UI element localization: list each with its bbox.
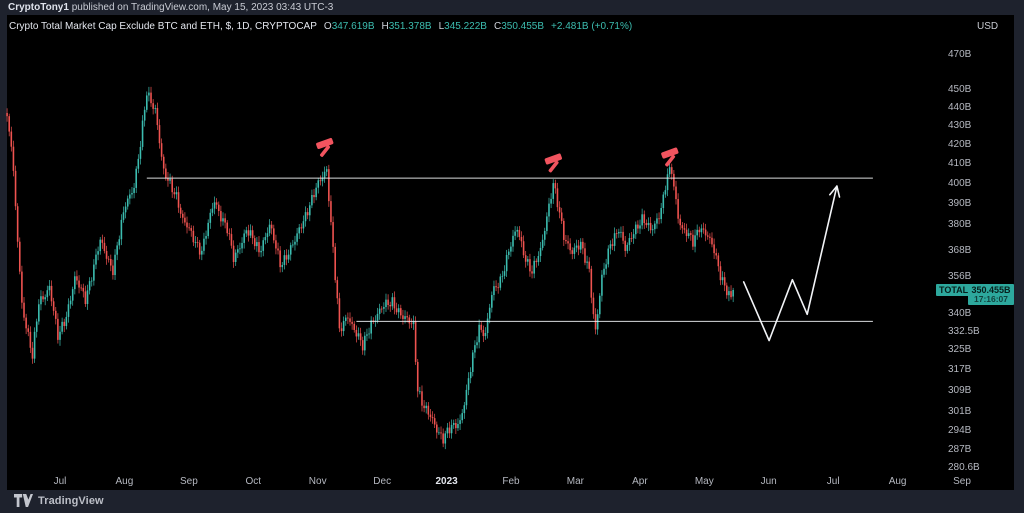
price-tick: 440B	[948, 101, 972, 113]
time-tick: Oct	[245, 476, 262, 487]
time-tick: Aug	[115, 476, 134, 487]
time-tick: May	[694, 476, 714, 487]
price-tick: 368B	[948, 244, 972, 256]
ohlc-low-label: L	[438, 21, 445, 32]
last-price-value: 350.455B	[971, 285, 1011, 295]
time-tick: Sep	[953, 476, 971, 487]
time-tick: Nov	[308, 476, 327, 487]
price-tick: 301B	[948, 405, 972, 417]
price-tick: 317B	[948, 364, 972, 376]
ohlc-close-label: C	[493, 21, 502, 32]
price-axis[interactable]: 470B 450B 440B 430B 420B 410B 400B 390B 380B 368B…	[935, 15, 1014, 473]
price-tick: 356B	[948, 271, 972, 283]
price-tick: 400B	[948, 178, 972, 190]
price-tick: 340B	[948, 308, 972, 320]
symbol-title[interactable]: Crypto Total Market Cap Exclude BTC and …	[9, 21, 317, 32]
price-tick: 280.6B	[948, 462, 980, 473]
time-tick: Sep	[179, 476, 198, 487]
ohlc-close-value: 350.455B	[501, 21, 545, 32]
time-tick: Dec	[373, 476, 392, 487]
tradingview-logo-text: TradingView	[38, 494, 104, 507]
ohlc-high-label: H	[381, 21, 389, 32]
chart-background	[7, 15, 1014, 490]
price-tick: 294B	[948, 424, 972, 436]
time-tick: Aug	[888, 476, 907, 487]
time-tick: 2023	[435, 476, 458, 487]
price-tick: 309B	[948, 384, 972, 396]
price-tick: 420B	[948, 139, 972, 151]
time-tick: Apr	[632, 476, 648, 487]
price-tick: 380B	[948, 219, 972, 231]
time-tick: Jun	[760, 476, 777, 487]
footer-bar: TradingView	[0, 490, 1024, 513]
price-tick: 470B	[948, 49, 972, 60]
price-tick: 325B	[948, 344, 972, 356]
price-tick: 390B	[948, 198, 972, 210]
time-tick: Mar	[566, 476, 585, 487]
change-value: +2.481B (+0.71%)	[551, 21, 633, 32]
time-tick: Jul	[53, 476, 67, 487]
price-tick: 287B	[948, 443, 972, 455]
ohlc-high-value: 351.378B	[388, 21, 432, 32]
legend: Crypto Total Market Cap Exclude BTC and …	[9, 21, 632, 32]
ohlc-low-value: 345.222B	[444, 21, 487, 32]
time-axis[interactable]: Jul Aug Sep Oct Nov Dec 2023 Feb Mar Apr May Jun Jul…	[7, 473, 1014, 490]
price-tick: 450B	[948, 83, 972, 95]
price-tick: 430B	[948, 120, 972, 132]
chart-surface[interactable]	[7, 15, 935, 473]
bar-countdown: 17:16:07	[973, 294, 1009, 304]
attribution-username[interactable]: CryptoTony1	[8, 2, 69, 13]
total3-price-badge: 350.455B 17:16:07	[968, 284, 1014, 305]
price-tick: 410B	[948, 158, 972, 170]
time-tick: Jul	[826, 476, 840, 487]
price-tick: 332.5B	[948, 326, 980, 338]
ohlc-open-label: O	[323, 21, 332, 32]
tradingview-logo[interactable]: TradingView	[14, 494, 104, 507]
ohlc-open-value: 347.619B	[331, 21, 375, 32]
time-tick: Feb	[502, 476, 520, 487]
currency-label: USD	[977, 21, 999, 32]
attribution-bar: CryptoTony1 published on TradingView.com…	[0, 0, 1024, 15]
tv-mark-icon	[14, 494, 33, 507]
attribution-text: published on TradingView.com, May 15, 20…	[68, 2, 334, 13]
total3-symbol-badge: TOTAL3	[936, 284, 977, 296]
